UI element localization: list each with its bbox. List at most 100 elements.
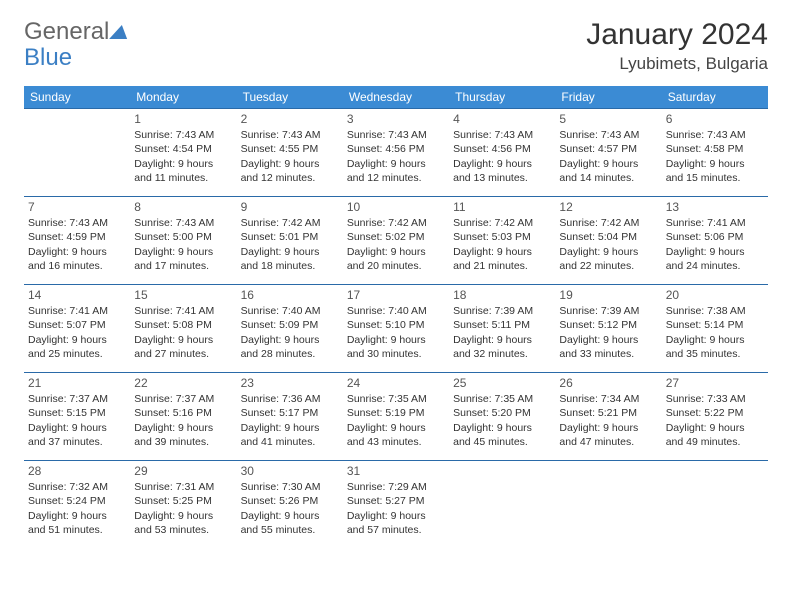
logo-text-blue: Blue <box>24 44 72 72</box>
day-info-sunset: Sunset: 5:22 PM <box>666 406 764 420</box>
day-info-sunrise: Sunrise: 7:35 AM <box>347 392 445 406</box>
day-info-sunrise: Sunrise: 7:32 AM <box>28 480 126 494</box>
calendar-cell: 1Sunrise: 7:43 AMSunset: 4:54 PMDaylight… <box>130 109 236 197</box>
day-info-sunrise: Sunrise: 7:34 AM <box>559 392 657 406</box>
day-info-d1: Daylight: 9 hours <box>28 245 126 259</box>
day-info-sunset: Sunset: 5:06 PM <box>666 230 764 244</box>
day-info-sunrise: Sunrise: 7:43 AM <box>28 216 126 230</box>
location: Lyubimets, Bulgaria <box>586 54 768 74</box>
day-info-d2: and 49 minutes. <box>666 435 764 449</box>
day-info-d1: Daylight: 9 hours <box>559 421 657 435</box>
calendar-cell <box>449 461 555 549</box>
day-info-sunset: Sunset: 5:19 PM <box>347 406 445 420</box>
day-info-d1: Daylight: 9 hours <box>347 421 445 435</box>
day-info-sunrise: Sunrise: 7:36 AM <box>241 392 339 406</box>
day-info-sunrise: Sunrise: 7:31 AM <box>134 480 232 494</box>
day-number: 16 <box>241 287 339 303</box>
day-number: 29 <box>134 463 232 479</box>
day-number: 17 <box>347 287 445 303</box>
weekday-header: Saturday <box>662 86 768 109</box>
day-info-d2: and 51 minutes. <box>28 523 126 537</box>
title-block: January 2024 Lyubimets, Bulgaria <box>586 18 768 74</box>
day-number: 2 <box>241 111 339 127</box>
day-number: 13 <box>666 199 764 215</box>
day-info-d1: Daylight: 9 hours <box>134 245 232 259</box>
day-number: 11 <box>453 199 551 215</box>
calendar-cell: 13Sunrise: 7:41 AMSunset: 5:06 PMDayligh… <box>662 197 768 285</box>
calendar-row: 14Sunrise: 7:41 AMSunset: 5:07 PMDayligh… <box>24 285 768 373</box>
calendar-body: 1Sunrise: 7:43 AMSunset: 4:54 PMDaylight… <box>24 109 768 549</box>
day-info-sunrise: Sunrise: 7:43 AM <box>134 128 232 142</box>
day-info-d2: and 20 minutes. <box>347 259 445 273</box>
day-info-d1: Daylight: 9 hours <box>134 157 232 171</box>
day-info-sunset: Sunset: 5:15 PM <box>28 406 126 420</box>
day-info-d2: and 30 minutes. <box>347 347 445 361</box>
day-info-d2: and 37 minutes. <box>28 435 126 449</box>
calendar-cell: 16Sunrise: 7:40 AMSunset: 5:09 PMDayligh… <box>237 285 343 373</box>
day-info-d1: Daylight: 9 hours <box>28 333 126 347</box>
calendar-cell: 25Sunrise: 7:35 AMSunset: 5:20 PMDayligh… <box>449 373 555 461</box>
calendar-cell: 31Sunrise: 7:29 AMSunset: 5:27 PMDayligh… <box>343 461 449 549</box>
day-number: 27 <box>666 375 764 391</box>
calendar-cell: 28Sunrise: 7:32 AMSunset: 5:24 PMDayligh… <box>24 461 130 549</box>
day-number: 22 <box>134 375 232 391</box>
day-info-d1: Daylight: 9 hours <box>453 421 551 435</box>
day-info-d2: and 35 minutes. <box>666 347 764 361</box>
day-info-d1: Daylight: 9 hours <box>347 245 445 259</box>
day-info-d1: Daylight: 9 hours <box>666 157 764 171</box>
day-info-sunrise: Sunrise: 7:41 AM <box>666 216 764 230</box>
day-info-sunrise: Sunrise: 7:42 AM <box>453 216 551 230</box>
day-info-sunset: Sunset: 5:26 PM <box>241 494 339 508</box>
day-info-d2: and 39 minutes. <box>134 435 232 449</box>
day-info-d1: Daylight: 9 hours <box>241 421 339 435</box>
day-info-sunset: Sunset: 5:09 PM <box>241 318 339 332</box>
day-info-d1: Daylight: 9 hours <box>347 157 445 171</box>
day-info-sunrise: Sunrise: 7:40 AM <box>241 304 339 318</box>
day-info-sunset: Sunset: 5:11 PM <box>453 318 551 332</box>
day-info-sunset: Sunset: 5:14 PM <box>666 318 764 332</box>
day-info-sunset: Sunset: 5:27 PM <box>347 494 445 508</box>
day-number: 8 <box>134 199 232 215</box>
day-info-sunset: Sunset: 5:17 PM <box>241 406 339 420</box>
day-info-sunrise: Sunrise: 7:40 AM <box>347 304 445 318</box>
month-title: January 2024 <box>586 18 768 52</box>
day-info-d2: and 57 minutes. <box>347 523 445 537</box>
day-info-d2: and 22 minutes. <box>559 259 657 273</box>
day-info-d2: and 21 minutes. <box>453 259 551 273</box>
day-number: 30 <box>241 463 339 479</box>
calendar-cell: 17Sunrise: 7:40 AMSunset: 5:10 PMDayligh… <box>343 285 449 373</box>
calendar-cell: 18Sunrise: 7:39 AMSunset: 5:11 PMDayligh… <box>449 285 555 373</box>
day-info-sunset: Sunset: 5:08 PM <box>134 318 232 332</box>
day-number: 15 <box>134 287 232 303</box>
day-info-sunset: Sunset: 4:58 PM <box>666 142 764 156</box>
calendar-cell: 12Sunrise: 7:42 AMSunset: 5:04 PMDayligh… <box>555 197 661 285</box>
day-number: 18 <box>453 287 551 303</box>
day-info-sunrise: Sunrise: 7:43 AM <box>666 128 764 142</box>
day-info-sunrise: Sunrise: 7:37 AM <box>28 392 126 406</box>
day-number: 7 <box>28 199 126 215</box>
day-info-d2: and 45 minutes. <box>453 435 551 449</box>
day-info-d1: Daylight: 9 hours <box>241 157 339 171</box>
logo: General <box>24 18 129 46</box>
calendar-row: 28Sunrise: 7:32 AMSunset: 5:24 PMDayligh… <box>24 461 768 549</box>
calendar-cell: 23Sunrise: 7:36 AMSunset: 5:17 PMDayligh… <box>237 373 343 461</box>
day-info-sunset: Sunset: 4:56 PM <box>453 142 551 156</box>
day-info-sunset: Sunset: 5:12 PM <box>559 318 657 332</box>
day-info-sunset: Sunset: 5:01 PM <box>241 230 339 244</box>
day-info-d2: and 43 minutes. <box>347 435 445 449</box>
calendar-cell: 30Sunrise: 7:30 AMSunset: 5:26 PMDayligh… <box>237 461 343 549</box>
calendar-row: 7Sunrise: 7:43 AMSunset: 4:59 PMDaylight… <box>24 197 768 285</box>
day-info-d2: and 47 minutes. <box>559 435 657 449</box>
logo-triangle-icon <box>110 25 132 39</box>
weekday-header: Friday <box>555 86 661 109</box>
calendar-table: SundayMondayTuesdayWednesdayThursdayFrid… <box>24 86 768 549</box>
day-info-sunrise: Sunrise: 7:33 AM <box>666 392 764 406</box>
day-info-d1: Daylight: 9 hours <box>241 509 339 523</box>
day-info-sunset: Sunset: 5:00 PM <box>134 230 232 244</box>
day-number: 5 <box>559 111 657 127</box>
day-info-d2: and 13 minutes. <box>453 171 551 185</box>
day-info-d1: Daylight: 9 hours <box>666 421 764 435</box>
day-info-d1: Daylight: 9 hours <box>134 333 232 347</box>
calendar-cell: 4Sunrise: 7:43 AMSunset: 4:56 PMDaylight… <box>449 109 555 197</box>
day-info-sunset: Sunset: 4:59 PM <box>28 230 126 244</box>
